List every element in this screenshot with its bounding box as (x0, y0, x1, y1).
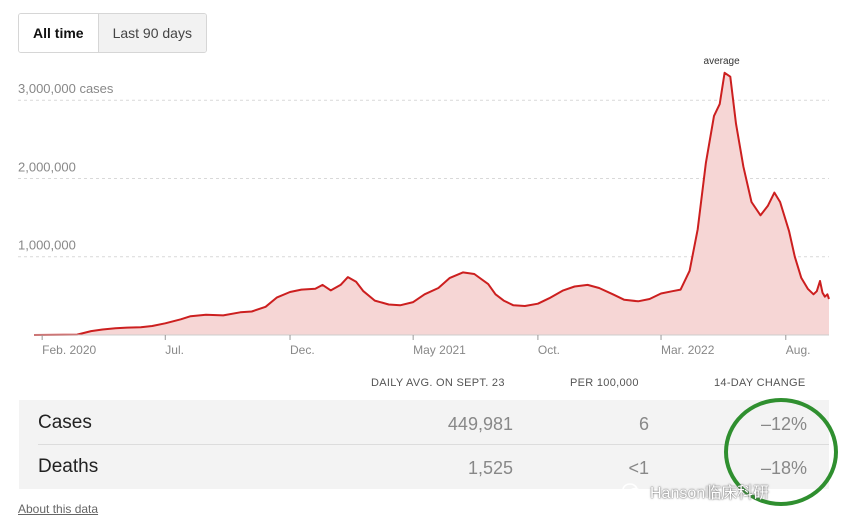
x-tick-label: Feb. 2020 (42, 343, 96, 357)
annotation-line-2: average (704, 56, 741, 67)
wechat-icon (622, 483, 642, 499)
all-time-button[interactable]: All time (19, 14, 99, 52)
header-14-day-change: 14-DAY CHANGE (714, 377, 806, 389)
x-tick-label: Jul. (165, 343, 184, 357)
cases-per-100k: 6 (638, 414, 649, 434)
x-tick-label: Oct. (538, 343, 560, 357)
row-label-cases: Cases (38, 412, 92, 433)
watermark: Hanson临床科研 (622, 480, 832, 502)
stats-table: Cases 449,981 6 –12% Deaths 1,525 <1 –18… (19, 400, 829, 489)
deaths-daily-avg: 1,525 (467, 458, 513, 478)
x-tick-label: May 2021 (413, 343, 466, 357)
cases-line (33, 71, 830, 336)
header-per-100k: PER 100,000 (570, 377, 639, 389)
about-data-link[interactable]: About this data (18, 502, 99, 516)
y-tick-label: 3,000,000 cases (18, 81, 114, 96)
cases-area (34, 72, 829, 336)
cases-daily-avg: 449,981 (447, 414, 513, 434)
last-90-days-button[interactable]: Last 90 days (98, 14, 206, 52)
cases-14-day-change: –12% (760, 414, 807, 434)
row-divider (38, 444, 829, 445)
x-tick-label: Mar. 2022 (661, 343, 715, 357)
watermark-text: Hanson临床科研 (650, 485, 770, 502)
table-row-cases: Cases 449,981 6 –12% (19, 402, 829, 446)
deaths-14-day-change: –18% (760, 458, 807, 478)
cases-chart: 3,000,000 cases 2,000,000 1,000,000 Feb. 20… (18, 55, 830, 357)
x-tick-label: Dec. (290, 343, 315, 357)
x-tick-label: Aug. (786, 343, 811, 357)
table-row-deaths: Deaths 1,525 <1 –18% (19, 446, 829, 490)
y-tick-label: 1,000,000 (18, 238, 76, 253)
annotation-line-1: 7-day (709, 55, 734, 56)
y-tick-label: 2,000,000 (18, 159, 76, 174)
header-daily-avg: DAILY AVG. ON SEPT. 23 (371, 377, 505, 389)
deaths-per-100k: <1 (628, 458, 649, 478)
time-range-toggle: All time Last 90 days (18, 13, 207, 53)
row-label-deaths: Deaths (38, 456, 99, 477)
